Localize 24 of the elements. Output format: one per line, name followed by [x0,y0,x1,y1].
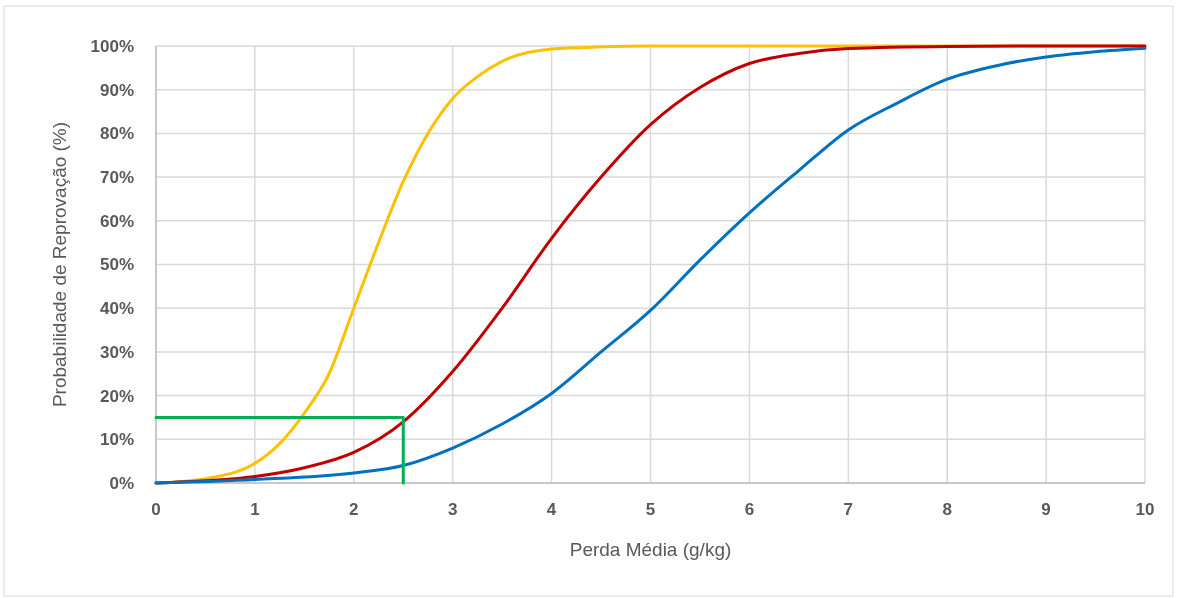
x-axis-title: Perda Média (g/kg) [569,539,732,560]
y-tick-label: 20% [99,386,134,406]
y-tick-label: 80% [99,124,134,144]
y-tick-label: 10% [99,430,134,450]
x-tick-label: 9 [1041,500,1051,519]
y-tick-label: 50% [99,255,134,275]
x-tick-label: 1 [250,500,260,519]
y-tick-label: 60% [99,211,134,231]
y-tick-label: 90% [99,80,134,100]
x-tick-label: 7 [843,500,854,519]
y-tick-label: 30% [99,342,134,362]
y-tick-label: 100% [90,36,134,56]
x-tick-label: 10 [1135,500,1155,519]
x-tick-label: 8 [942,500,952,519]
x-tick-label: 4 [546,500,557,519]
y-axis-title: Probabilidade de Reprovação (%) [49,121,70,408]
x-tick-label: 0 [151,500,161,519]
x-tick-label: 2 [349,500,359,519]
x-tick-label: 5 [645,500,656,519]
x-tick-label: 6 [744,500,755,519]
x-tick-label: 3 [447,500,458,519]
y-tick-label: 0% [109,473,134,493]
y-tick-label: 70% [99,168,134,188]
y-tick-label: 40% [99,299,134,319]
